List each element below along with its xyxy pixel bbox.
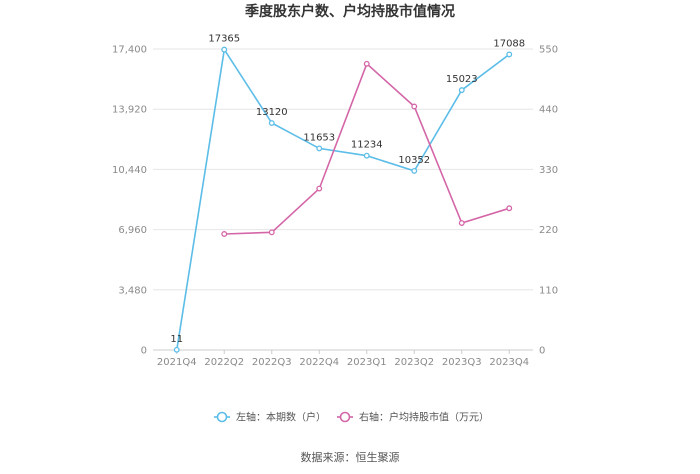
legend-swatch-marker	[339, 411, 351, 423]
series-2-point	[221, 231, 228, 237]
series-line-1	[176, 47, 510, 350]
x-tick-label: 2022Q4	[299, 357, 339, 368]
x-tick-label: 2021Q4	[157, 357, 197, 368]
right-tick-label: 440	[539, 105, 558, 116]
series-1-point	[458, 87, 465, 94]
left-tick-label: 6,960	[118, 225, 147, 236]
right-tick-label: 550	[539, 45, 558, 56]
x-tick-label: 2022Q3	[252, 357, 292, 368]
x-tick-label: 2022Q2	[204, 357, 244, 368]
data-label: 11653	[303, 132, 335, 143]
x-tick-label: 2023Q2	[394, 357, 434, 368]
series-2-point	[506, 205, 513, 212]
x-axis: 2021Q4 2022Q2 2022Q3 2022Q4 2023Q1 2023Q2 2023…	[157, 350, 529, 368]
series-2-point	[458, 220, 465, 226]
left-tick-label: 10,440	[112, 165, 147, 176]
series-1-point	[363, 152, 370, 159]
data-label: 11234	[351, 140, 383, 151]
series-2-point	[316, 185, 323, 192]
legend-swatch-marker	[216, 411, 228, 423]
data-label: 17365	[208, 34, 240, 45]
data-label: 17088	[493, 38, 525, 49]
right-axis: 0 110 220 330 440 550	[539, 45, 558, 357]
legend: 左轴：本期数（户） 右轴：户均持股市值（万元）	[214, 411, 489, 424]
left-tick-label: 17,400	[112, 45, 147, 56]
right-tick-label: 220	[539, 225, 558, 236]
series-2-point	[363, 60, 370, 67]
legend-label: 右轴：户均持股市值（万元）	[359, 411, 489, 424]
data-label: 15023	[446, 74, 478, 85]
series-1-point	[173, 346, 180, 353]
series-1-point	[506, 51, 513, 58]
series-1-point	[268, 120, 275, 126]
data-label: 11	[170, 334, 183, 345]
series-layer: 11 17365 13120 11653 11234 10352 15023 17088	[170, 34, 525, 353]
series-1-point	[316, 145, 323, 152]
x-tick-label: 2023Q1	[347, 357, 387, 368]
right-tick-label: 110	[539, 285, 558, 296]
chart-title: 季度股东户数、户均持股市值情况	[244, 3, 455, 20]
series-2-point	[268, 229, 275, 236]
legend-label: 左轴：本期数（户）	[236, 411, 326, 424]
series-1-point	[411, 167, 418, 174]
x-tick-label: 2023Q3	[442, 357, 482, 368]
data-label: 13120	[256, 107, 288, 118]
left-tick-label: 0	[141, 346, 147, 357]
left-tick-label: 13,920	[112, 105, 147, 116]
left-tick-label: 3,480	[118, 285, 147, 296]
series-2-point	[411, 103, 418, 110]
right-tick-label: 330	[539, 165, 558, 176]
series-1-point	[221, 46, 228, 53]
grid	[153, 48, 533, 351]
right-tick-label: 0	[539, 346, 545, 357]
left-axis: 0 3,480 6,960 10,440 13,920 17,400	[112, 45, 147, 357]
x-tick-label: 2023Q4	[489, 357, 529, 368]
data-label: 10352	[398, 155, 430, 166]
source-note: 数据来源：恒生聚源	[301, 450, 400, 464]
